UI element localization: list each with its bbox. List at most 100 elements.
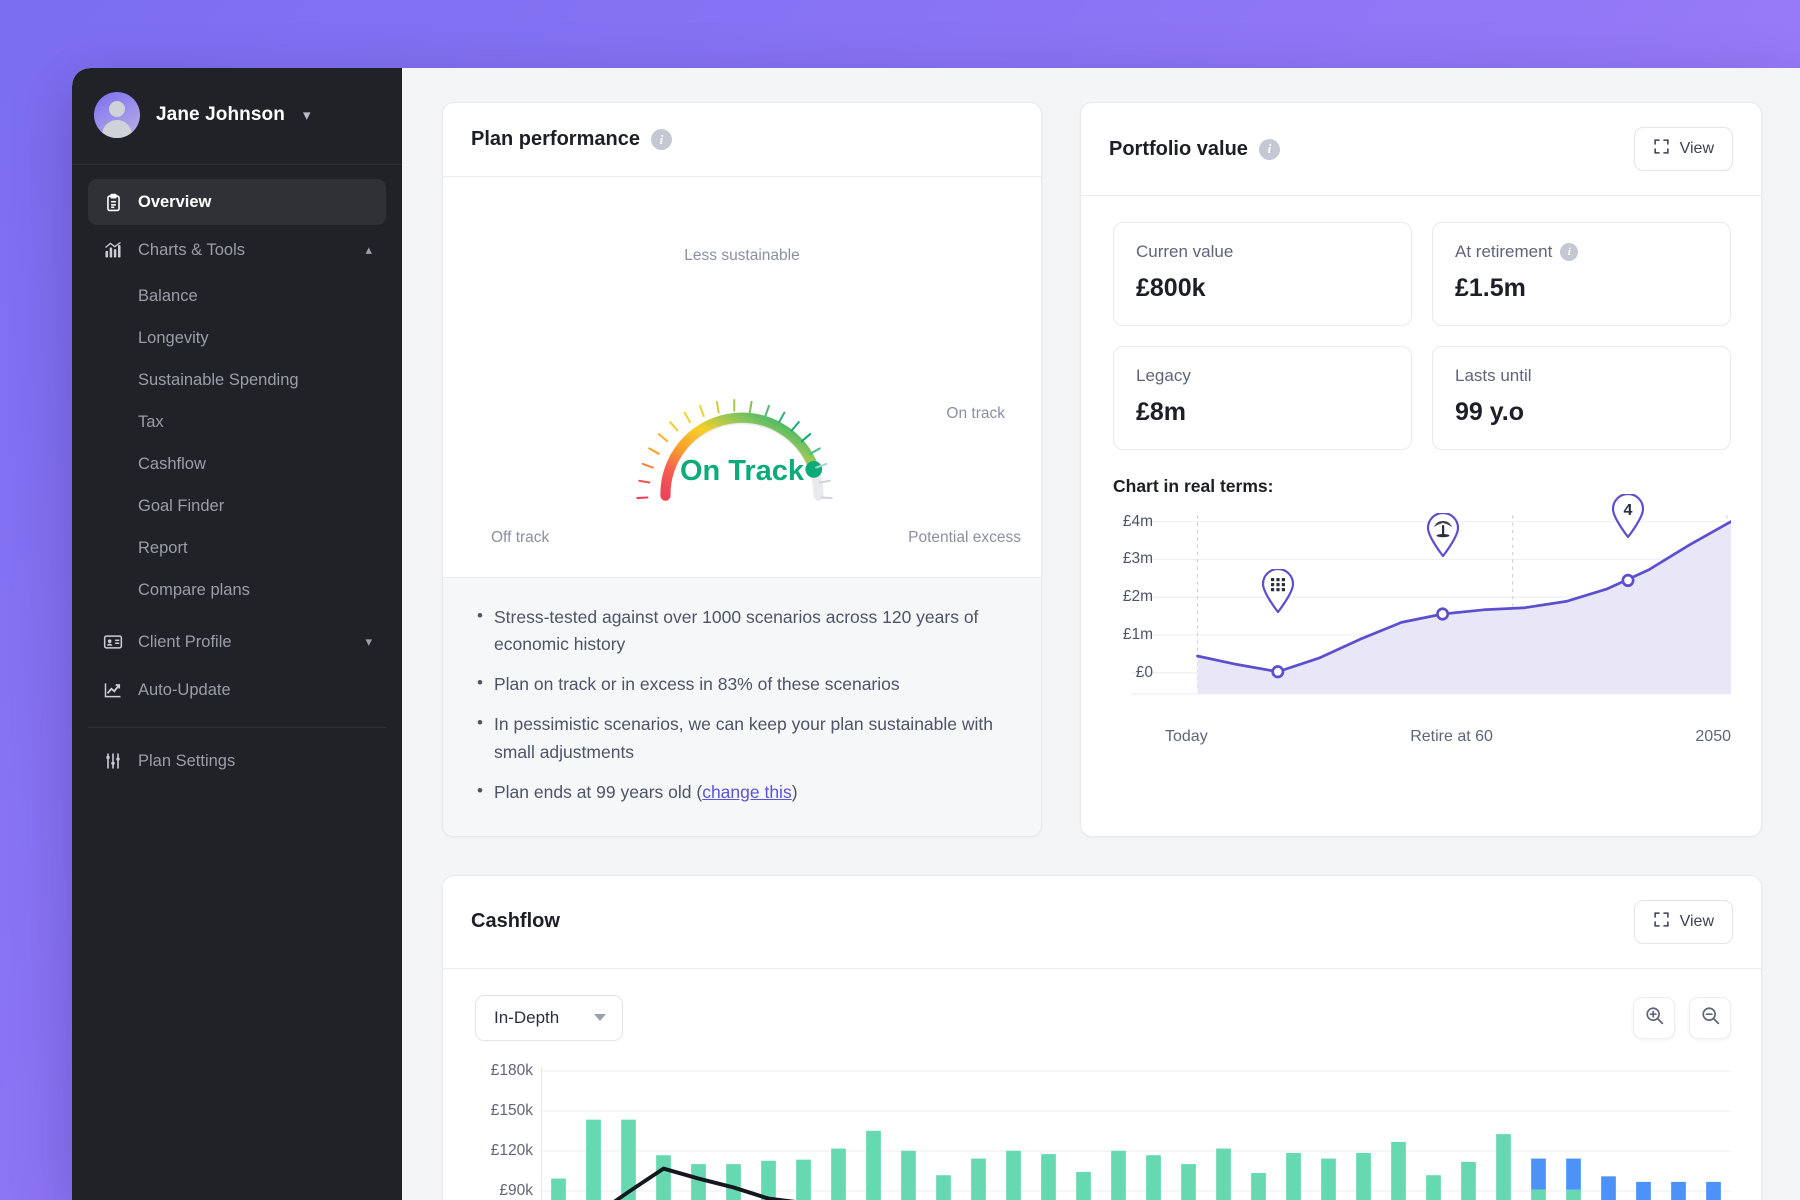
plan-performance-card: Plan performance i Less sustainable bbox=[442, 102, 1042, 837]
cashflow-bar-segment bbox=[1216, 1148, 1231, 1200]
list-item: Plan ends at 99 years old (change this) bbox=[477, 778, 1011, 806]
cashflow-bar-segment bbox=[901, 1150, 916, 1200]
tile-value: 99 y.o bbox=[1455, 398, 1525, 426]
svg-text:4: 4 bbox=[1624, 502, 1633, 519]
main-content: Plan performance i Less sustainable bbox=[402, 68, 1800, 1200]
plan-end-suffix: ) bbox=[791, 781, 798, 802]
sidebar-item-label: Auto-Update bbox=[138, 680, 231, 699]
list-item: In pessimistic scenarios, we can keep yo… bbox=[477, 710, 1011, 765]
sidebar-item-plan-settings[interactable]: Plan Settings bbox=[88, 738, 386, 784]
cashflow-bar-segment bbox=[1006, 1150, 1021, 1200]
sidebar-item-label: Client Profile bbox=[138, 632, 232, 651]
cashflow-bar-segment bbox=[1356, 1152, 1371, 1200]
sidebar-item-longevity[interactable]: Longevity bbox=[88, 317, 386, 359]
gauge-label-potential-excess: Potential excess bbox=[908, 529, 1021, 546]
sidebar-item-client-profile[interactable]: Client Profile ▾ bbox=[88, 619, 386, 665]
chevron-down-icon[interactable]: ▾ bbox=[302, 106, 311, 124]
chevron-up-icon[interactable]: ▴ bbox=[365, 242, 372, 257]
status-badge: On Track bbox=[679, 455, 805, 487]
plan-performance-header: Plan performance i bbox=[443, 103, 1041, 177]
chevron-down-icon[interactable]: ▾ bbox=[365, 634, 372, 649]
cashflow-bar-segment bbox=[1461, 1161, 1476, 1200]
expand-icon bbox=[1653, 911, 1670, 933]
portfolio-value-card: Portfolio value i View bbox=[1080, 102, 1762, 837]
view-button-label: View bbox=[1679, 912, 1714, 930]
plan-performance-bullets: Stress-tested against over 1000 scenario… bbox=[443, 577, 1041, 836]
plan-performance-gauge: Less sustainable bbox=[443, 177, 1041, 577]
y-tick-label: £3m bbox=[1122, 550, 1153, 568]
y-tick-label: £4m bbox=[1122, 512, 1153, 530]
sidebar-item-label: Goal Finder bbox=[138, 496, 225, 515]
sidebar-item-label: Charts & Tools bbox=[138, 240, 245, 259]
cashflow-chart-svg bbox=[541, 1066, 1731, 1200]
chart-marker-calendar[interactable] bbox=[1261, 568, 1295, 618]
portfolio-line bbox=[1196, 520, 1731, 674]
sidebar-item-label: Sustainable Spending bbox=[138, 370, 299, 389]
tile-at-retirement: At retirement i £1.5m bbox=[1432, 222, 1731, 326]
cashflow-bar-segment bbox=[1111, 1150, 1126, 1200]
cashflow-chart: £180k £150k £120k £90k £60k £30k bbox=[475, 1062, 1731, 1200]
sidebar-item-charts-tools[interactable]: Charts & Tools ▴ bbox=[88, 227, 386, 273]
cashflow-title: Cashflow bbox=[471, 910, 560, 933]
cashflow-card: Cashflow View In-Depth bbox=[442, 874, 1762, 1200]
sidebar-item-overview[interactable]: Overview bbox=[88, 179, 386, 225]
tile-lasts-until: Lasts until 99 y.o bbox=[1432, 346, 1731, 450]
cashflow-bar-segment bbox=[691, 1163, 706, 1200]
cashflow-bar-segment bbox=[1391, 1141, 1406, 1200]
user-profile-button[interactable]: Jane Johnson ▾ bbox=[72, 68, 402, 165]
sidebar-item-auto-update[interactable]: Auto-Update bbox=[88, 667, 386, 713]
sliders-icon bbox=[102, 750, 124, 772]
info-icon[interactable]: i bbox=[650, 129, 672, 150]
calendar-icon bbox=[1261, 568, 1294, 614]
chevron-down-icon bbox=[594, 1014, 606, 1022]
view-button[interactable]: View bbox=[1633, 899, 1733, 944]
cashflow-bars bbox=[551, 1119, 1721, 1200]
y-tick-label: £90k bbox=[499, 1181, 533, 1199]
sidebar-item-report[interactable]: Report bbox=[88, 527, 386, 569]
cashflow-bar-segment bbox=[971, 1158, 986, 1200]
cashflow-zoom-controls bbox=[1633, 996, 1731, 1039]
gauge-needle-dot bbox=[805, 460, 823, 478]
gauge-label-on-track: On track bbox=[946, 405, 1005, 422]
cashflow-bar-segment bbox=[1496, 1133, 1511, 1200]
sidebar-item-balance[interactable]: Balance bbox=[88, 275, 386, 317]
cashflow-mode-select[interactable]: In-Depth bbox=[475, 994, 623, 1041]
sidebar-item-cashflow[interactable]: Cashflow bbox=[88, 443, 386, 485]
goal-count-badge: 4 bbox=[1611, 492, 1645, 539]
cashflow-bar-segment bbox=[1251, 1172, 1266, 1200]
sidebar-item-tax[interactable]: Tax bbox=[88, 401, 386, 443]
cashflow-body: In-Depth bbox=[443, 969, 1761, 1200]
sidebar-item-goal-finder[interactable]: Goal Finder bbox=[88, 485, 386, 527]
zoom-in-button[interactable] bbox=[1633, 996, 1675, 1039]
tile-label: Legacy bbox=[1136, 366, 1191, 385]
sidebar-item-sustainable-spending[interactable]: Sustainable Spending bbox=[88, 359, 386, 401]
cashflow-bar-segment bbox=[866, 1130, 881, 1200]
view-button[interactable]: View bbox=[1633, 127, 1733, 171]
zoom-out-button[interactable] bbox=[1689, 996, 1731, 1039]
chart-marker-goal-4[interactable]: 4 bbox=[1611, 492, 1645, 543]
trend-up-icon bbox=[102, 679, 124, 701]
cashflow-bar-segment bbox=[1041, 1153, 1056, 1200]
change-this-link[interactable]: change this bbox=[702, 781, 792, 802]
sidebar-item-compare-plans[interactable]: Compare plans bbox=[88, 569, 386, 611]
info-icon[interactable]: i bbox=[1258, 138, 1280, 160]
chart-marker-retirement[interactable] bbox=[1426, 511, 1460, 562]
cashflow-controls: In-Depth bbox=[475, 994, 1731, 1041]
cashflow-plot bbox=[541, 1066, 1731, 1200]
cashflow-bar-segment bbox=[1531, 1158, 1546, 1190]
cashflow-bar-segment bbox=[586, 1119, 601, 1200]
gauge-svg bbox=[636, 398, 833, 501]
y-tick-label: £150k bbox=[490, 1101, 533, 1119]
portfolio-body: Curren value £800k At retirement i £1.5m … bbox=[1081, 196, 1761, 774]
id-card-icon bbox=[102, 631, 124, 653]
tile-label: At retirement bbox=[1455, 242, 1553, 261]
avatar bbox=[94, 92, 140, 138]
gauge-label-off-track: Off track bbox=[491, 529, 550, 546]
page-title: Plan performance bbox=[471, 128, 640, 150]
portfolio-area-fill bbox=[1197, 521, 1731, 694]
tile-value: £800k bbox=[1136, 274, 1206, 302]
sidebar-item-label: Report bbox=[138, 538, 188, 557]
tile-value: £8m bbox=[1136, 398, 1187, 426]
info-icon[interactable]: i bbox=[1560, 243, 1579, 261]
cashflow-bar-segment bbox=[551, 1178, 566, 1200]
